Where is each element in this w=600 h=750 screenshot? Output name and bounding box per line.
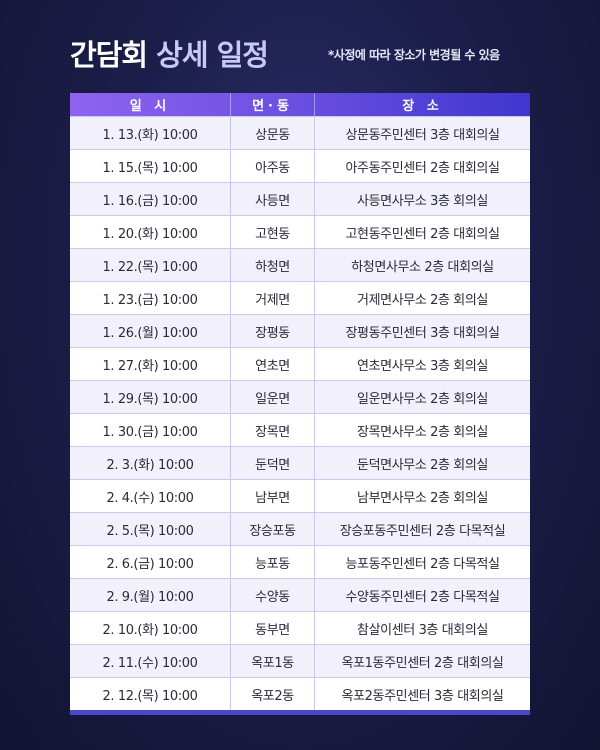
table-row: 1. 30.(금) 10:00 장목면 장목면사무소 2층 회의실 [70,413,530,446]
cell-district: 연초면 [231,348,315,380]
table-row: 1. 22.(목) 10:00 하청면 하청면사무소 2층 대회의실 [70,248,530,281]
cell-district: 능포동 [231,546,315,578]
cell-datetime: 1. 27.(화) 10:00 [70,348,231,380]
cell-datetime: 1. 16.(금) 10:00 [70,183,231,215]
cell-district: 장목면 [231,414,315,446]
table-row: 1. 16.(금) 10:00 사등면 사등면사무소 3층 회의실 [70,182,530,215]
cell-location: 옥포1동주민센터 2층 대회의실 [341,655,504,671]
cell-district: 하청면 [231,249,315,281]
table-row: 2. 11.(수) 10:00 옥포1동 옥포1동주민센터 2층 대회의실 [70,644,530,677]
cell-location: 참살이센터 3층 대회의실 [357,622,488,638]
table-row: 2. 10.(화) 10:00 동부면 참살이센터 3층 대회의실 [70,611,530,644]
cell-district: 수양동 [231,579,315,611]
cell-datetime: 2. 5.(목) 10:00 [70,513,231,545]
cell-datetime: 2. 12.(목) 10:00 [70,678,231,710]
table-row: 2. 4.(수) 10:00 남부면 남부면사무소 2층 회의실 [70,479,530,512]
cell-district: 옥포1동 [231,645,315,677]
cell-datetime: 2. 3.(화) 10:00 [70,447,231,479]
page-title: 간담회 상세 일정 [70,32,269,74]
cell-district: 일운면 [231,381,315,413]
table-header: 일 시 면·동 장 소 [70,93,530,116]
cell-district: 거제면 [231,282,315,314]
cell-location: 옥포2동주민센터 3층 대회의실 [341,688,504,704]
cell-district: 남부면 [231,480,315,512]
cell-district: 고현동 [231,216,315,248]
table-row: 1. 15.(목) 10:00 아주동 아주동주민센터 2층 대회의실 [70,149,530,182]
cell-datetime: 2. 6.(금) 10:00 [70,546,231,578]
table-row: 1. 29.(목) 10:00 일운면 일운면사무소 2층 회의실 [70,380,530,413]
cell-datetime: 1. 23.(금) 10:00 [70,282,231,314]
title-accent: 상세 일정 [156,38,269,72]
cell-location: 일운면사무소 2층 회의실 [357,391,488,407]
cell-district: 아주동 [231,150,315,182]
cell-location: 연초면사무소 3층 회의실 [357,358,488,374]
cell-location: 장승포동주민센터 2층 다목적실 [339,523,506,539]
cell-district: 사등면 [231,183,315,215]
cell-datetime: 2. 10.(화) 10:00 [70,612,231,644]
table-row: 1. 13.(화) 10:00 상문동 상문동주민센터 3층 대회의실 [70,116,530,149]
cell-district: 상문동 [231,117,315,149]
cell-datetime: 1. 13.(화) 10:00 [70,117,231,149]
notice-text: *사정에 따라 장소가 변경될 수 있음 [328,48,500,62]
cell-datetime: 2. 9.(월) 10:00 [70,579,231,611]
cell-location: 사등면사무소 3층 회의실 [357,193,488,209]
cell-datetime: 2. 4.(수) 10:00 [70,480,231,512]
table-row: 2. 6.(금) 10:00 능포동 능포동주민센터 2층 다목적실 [70,545,530,578]
cell-district: 옥포2동 [231,678,315,710]
table-row: 1. 26.(월) 10:00 장평동 장평동주민센터 3층 대회의실 [70,314,530,347]
cell-district: 동부면 [231,612,315,644]
cell-location: 장평동주민센터 3층 대회의실 [345,325,500,341]
table-body: 1. 13.(화) 10:00 상문동 상문동주민센터 3층 대회의실 1. 15.(… [70,116,530,710]
cell-location: 거제면사무소 2층 회의실 [357,292,488,308]
cell-location: 수양동주민센터 2층 다목적실 [345,589,500,605]
cell-location: 하청면사무소 2층 대회의실 [351,259,494,275]
cell-datetime: 1. 30.(금) 10:00 [70,414,231,446]
table-row: 1. 20.(화) 10:00 고현동 고현동주민센터 2층 대회의실 [70,215,530,248]
cell-location: 고현동주민센터 2층 대회의실 [345,226,500,242]
cell-district: 장승포동 [231,513,315,545]
cell-datetime: 1. 29.(목) 10:00 [70,381,231,413]
table-row: 1. 27.(화) 10:00 연초면 연초면사무소 3층 회의실 [70,347,530,380]
header-location: 장 소 [402,99,443,114]
header-district: 면·동 [231,93,315,116]
cell-location: 남부면사무소 2층 회의실 [357,490,488,506]
table-row: 2. 9.(월) 10:00 수양동 수양동주민센터 2층 다목적실 [70,578,530,611]
table-row: 2. 5.(목) 10:00 장승포동 장승포동주민센터 2층 다목적실 [70,512,530,545]
cell-datetime: 1. 26.(월) 10:00 [70,315,231,347]
schedule-table: 일 시 면·동 장 소 1. 13.(화) 10:00 상문동 상문동주민센터 3층… [70,93,530,715]
table-row: 1. 23.(금) 10:00 거제면 거제면사무소 2층 회의실 [70,281,530,314]
table-row: 2. 12.(목) 10:00 옥포2동 옥포2동주민센터 3층 대회의실 [70,677,530,710]
cell-location: 아주동주민센터 2층 대회의실 [345,160,500,176]
header-datetime: 일 시 [70,93,231,116]
cell-district: 장평동 [231,315,315,347]
cell-datetime: 1. 20.(화) 10:00 [70,216,231,248]
cell-datetime: 2. 11.(수) 10:00 [70,645,231,677]
cell-location: 상문동주민센터 3층 대회의실 [345,127,500,143]
cell-location: 능포동주민센터 2층 다목적실 [345,556,500,572]
title-main: 간담회 [70,38,148,72]
cell-district: 둔덕면 [231,447,315,479]
cell-location: 둔덕면사무소 2층 회의실 [357,457,488,473]
table-row: 2. 3.(화) 10:00 둔덕면 둔덕면사무소 2층 회의실 [70,446,530,479]
cell-datetime: 1. 22.(목) 10:00 [70,249,231,281]
cell-datetime: 1. 15.(목) 10:00 [70,150,231,182]
cell-location: 장목면사무소 2층 회의실 [357,424,488,440]
